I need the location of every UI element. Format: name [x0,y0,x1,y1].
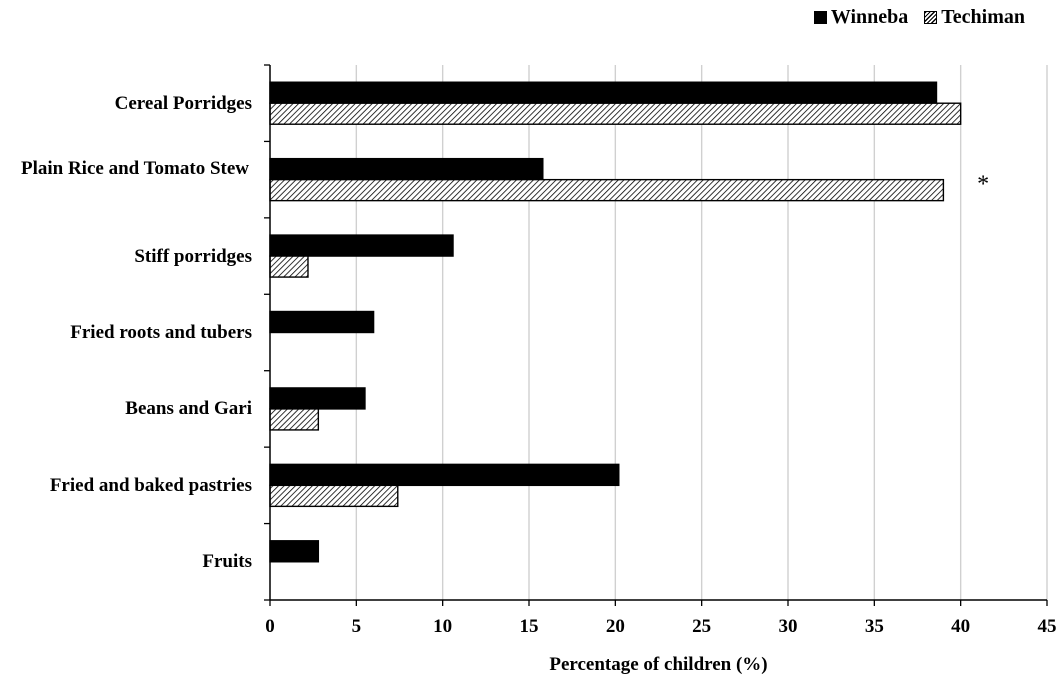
x-tick-label: 15 [520,616,539,637]
bar [269,81,938,104]
x-tick-label: 20 [606,616,625,637]
x-axis-title: Percentage of children (%) [549,654,768,675]
category-label: Fried and baked pastries [49,474,252,496]
bar [269,234,454,257]
category-label: Plain Rice and Tomato Stew [20,157,250,179]
bar [269,157,544,181]
bar [269,178,945,202]
x-tick-label: 45 [1038,616,1057,637]
bar [269,408,320,431]
category-label: Beans and Gari [125,398,252,420]
bar [269,463,620,487]
bar [269,484,399,508]
bar [269,255,309,278]
bar [269,540,320,563]
legend-swatch-solid [813,11,827,24]
bar [269,310,375,334]
x-tick-label: 40 [951,616,970,637]
x-tick-label: 35 [865,616,884,637]
bar [269,102,962,125]
significance-marker: * [977,172,989,198]
category-label: Cereal Porridges [114,92,252,114]
grid-lines [355,65,1048,600]
legend-item-winneba: Winneba [813,6,909,29]
annotations: * [977,172,989,198]
x-ticks: 0 5 10 15 20 25 30 35 40 45 [265,600,1057,637]
x-tick-label: 10 [433,616,452,637]
category-label: Fruits [202,551,252,573]
legend-item-techiman: Techiman [924,6,1025,29]
legend-label-winneba: Winneba [830,6,909,28]
x-tick-label: 25 [692,616,711,637]
x-tick-label: 5 [352,616,362,637]
legend-swatch-hatched [924,11,938,24]
category-label: Fried roots and tubers [70,322,252,343]
legend: Winneba Techiman [798,6,1025,29]
x-tick-label: 30 [779,616,798,637]
legend-label-techiman: Techiman [941,6,1025,28]
axes [264,64,1047,601]
category-label: Stiff porridges [134,245,252,267]
bar [269,387,366,410]
x-tick-label: 0 [265,616,275,637]
